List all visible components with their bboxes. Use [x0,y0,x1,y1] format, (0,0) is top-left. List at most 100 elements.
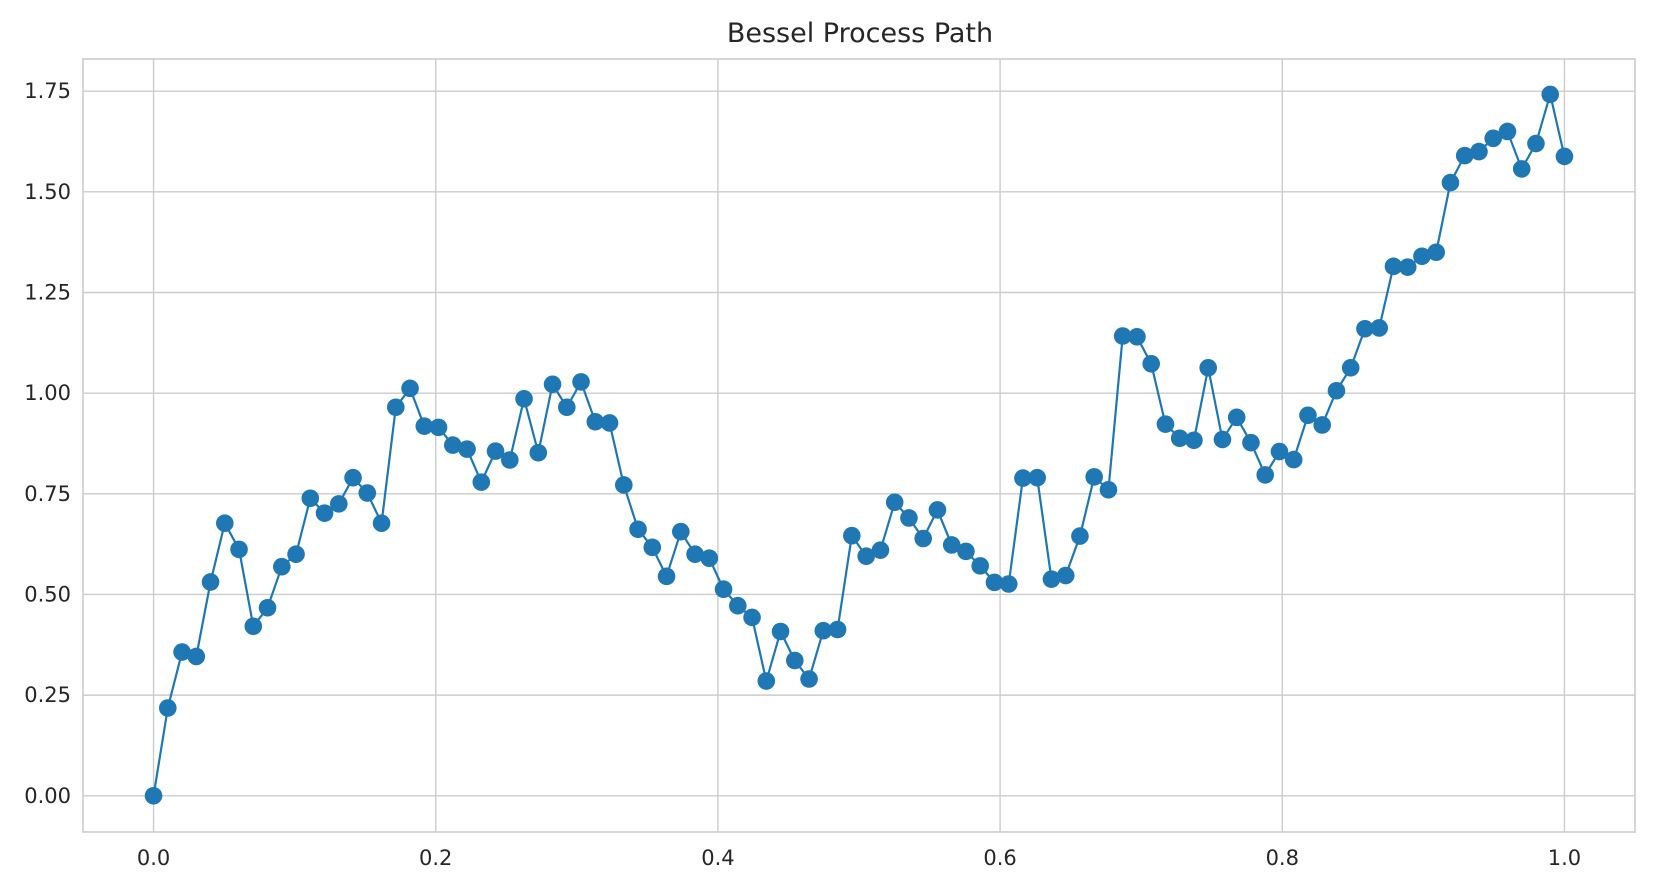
data-point [814,621,833,640]
data-point [1213,430,1232,449]
data-point [1313,416,1332,434]
data-series [144,85,1574,805]
data-point [885,493,904,512]
data-point [1270,442,1289,461]
data-point [201,573,220,591]
data-point [230,540,248,559]
data-point [615,476,633,494]
data-point [458,440,476,458]
data-point [1498,122,1517,141]
data-point [1056,566,1075,585]
x-tick-labels: 0.0 0.2 0.4 0.6 0.8 1.0 [137,846,1581,870]
data-point [1199,358,1217,377]
data-point [1512,160,1531,178]
data-point [1299,406,1317,425]
data-point [1113,327,1132,345]
data-point [144,786,163,805]
data-point [1284,450,1303,469]
data-point [1170,429,1189,448]
y-tick-label: 0.75 [24,482,71,506]
data-point [429,418,448,437]
data-point [1071,527,1089,545]
x-tick-label: 0.2 [419,846,452,870]
data-point [1142,354,1160,373]
data-point [643,538,662,557]
data-point [272,557,291,576]
data-point [386,398,405,417]
data-point [900,509,918,527]
data-point [301,489,320,508]
data-point [401,379,419,398]
data-point [757,672,776,690]
data-point [1470,142,1488,161]
data-point [415,417,434,435]
data-point [1242,433,1260,452]
data-point [486,442,505,460]
data-point [529,443,548,462]
data-point [600,414,619,432]
data-point [928,501,947,519]
data-point [786,651,804,670]
data-point [1227,408,1246,427]
data-point [871,541,890,559]
data-point [1256,466,1275,484]
data-point [1185,431,1203,450]
data-point [629,520,647,539]
y-tick-label: 0.50 [24,582,71,606]
data-point [1427,243,1446,262]
data-point [543,375,562,394]
data-point [1541,85,1560,104]
data-point [1156,415,1175,433]
data-point [187,647,206,666]
data-point [1014,469,1032,487]
y-tick-label: 1.25 [24,281,71,305]
data-point [372,514,391,533]
data-point [1555,147,1574,166]
data-point [1455,146,1474,165]
data-point [572,373,590,391]
data-point [1527,134,1545,153]
data-point [315,504,334,522]
data-point [914,529,932,548]
data-point [358,484,377,502]
data-point [1384,257,1403,276]
data-point [472,473,491,491]
data-point [558,398,576,417]
data-point [244,617,263,636]
data-point [1085,468,1103,486]
y-tick-label: 0.25 [24,683,71,707]
data-point [843,526,861,545]
data-point [700,549,719,568]
data-point [443,436,462,454]
data-point [1099,480,1118,499]
y-tick-label: 1.00 [24,381,71,405]
data-point [657,567,676,586]
x-tick-label: 0.6 [983,846,1016,870]
y-tick-label: 1.75 [24,79,71,103]
data-point [800,670,818,688]
x-tick-label: 0.4 [701,846,734,870]
data-point [1441,173,1460,192]
y-tick-labels: 0.00 0.25 0.50 0.75 1.00 1.25 1.50 1.75 [24,79,71,808]
y-tick-label: 1.50 [24,180,71,204]
data-point [1484,129,1503,148]
data-point [1028,468,1046,487]
data-point [173,643,191,661]
data-point [215,514,234,533]
data-point [1370,319,1389,337]
data-point [1128,327,1146,346]
chart-title: Bessel Process Path [727,18,993,49]
data-point [1413,247,1431,266]
data-point [857,547,875,566]
data-point [957,542,975,561]
data-point [985,573,1004,592]
data-point [999,575,1018,593]
series-line [152,93,1566,796]
data-point [1327,381,1346,400]
plot-frame [82,58,1636,833]
data-point [158,699,177,717]
x-tick-label: 0.0 [137,846,170,870]
data-point [287,545,305,564]
